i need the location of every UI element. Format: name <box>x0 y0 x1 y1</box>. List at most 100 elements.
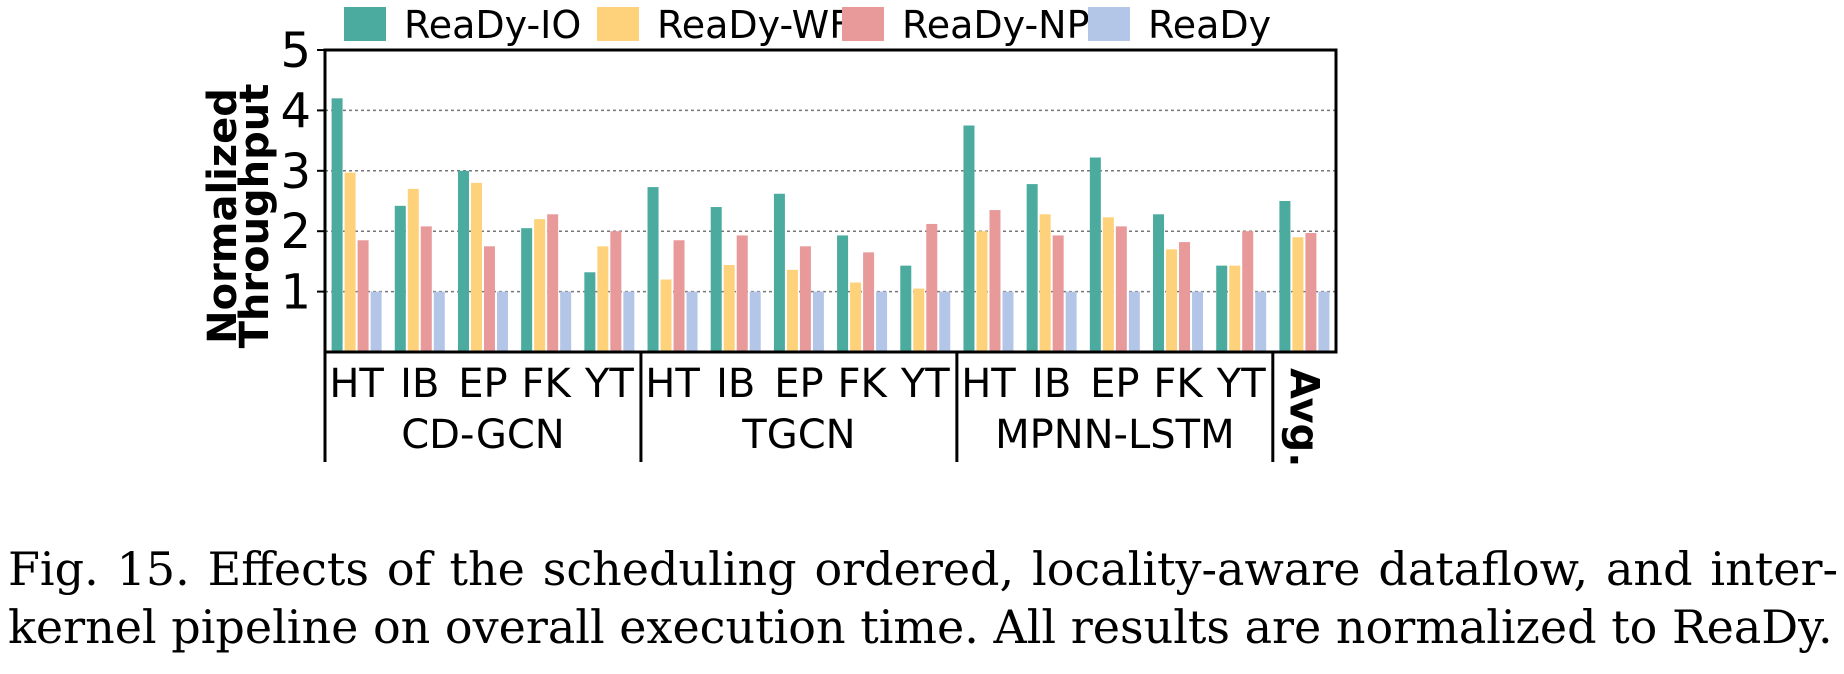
bar-ready-wf <box>723 265 735 352</box>
bar-ready-io <box>457 170 469 352</box>
bar-ready-io <box>331 98 343 352</box>
legend-swatch <box>842 7 884 41</box>
bar-ready <box>876 291 888 352</box>
bar-ready <box>1318 291 1330 352</box>
bar-ready-np <box>863 252 875 352</box>
legend-swatch <box>597 7 639 41</box>
bar-ready-io <box>1216 265 1228 352</box>
bar-ready-np <box>1179 242 1191 352</box>
group-label: TGCN <box>741 412 855 458</box>
bar-ready-io <box>394 205 406 352</box>
bar-ready <box>749 291 761 352</box>
y-tick-label: 5 <box>280 23 311 79</box>
bar-ready-wf <box>470 182 482 352</box>
bar-ready-io <box>647 187 659 352</box>
bar-ready-io <box>1279 201 1291 352</box>
bar-ready-io <box>710 207 722 352</box>
bar-ready <box>1192 291 1204 352</box>
bar-ready-wf <box>976 231 988 352</box>
legend-label: ReaDy-NP <box>902 3 1090 47</box>
bar-ready <box>560 291 572 352</box>
bar-ready-io <box>837 235 849 352</box>
x-tick-label: EP <box>458 361 507 407</box>
bars <box>331 98 1330 352</box>
bar-ready-np <box>1305 233 1317 352</box>
bar-ready-wf <box>850 282 862 352</box>
bar-ready-wf <box>344 172 356 352</box>
bar-ready-io <box>584 272 596 352</box>
x-tick-label: HT <box>645 361 700 407</box>
x-tick-label: FK <box>1153 361 1204 407</box>
bar-ready-wf <box>1166 249 1178 352</box>
bar-ready-wf <box>1039 214 1051 352</box>
x-tick-label: YT <box>584 361 634 407</box>
group-label: MPNN-LSTM <box>995 412 1235 458</box>
bar-ready-io <box>773 193 785 352</box>
bar-ready <box>939 291 951 352</box>
x-tick-label: FK <box>837 361 888 407</box>
y-axis-label-line1: Normalized <box>200 88 246 344</box>
x-tick-label: YT <box>1216 361 1266 407</box>
bar-ready-np <box>1115 226 1127 352</box>
legend: ReaDy-IO ReaDy-WF ReaDy-NP ReaDy <box>344 3 1271 47</box>
bar-ready-np <box>673 240 685 352</box>
x-tick-label: HT <box>329 361 384 407</box>
x-tick-label: HT <box>961 361 1016 407</box>
bar-ready-io <box>1089 157 1101 352</box>
bar-ready <box>433 291 445 352</box>
bar-ready-wf <box>407 188 419 352</box>
x-tick-label: EP <box>1090 361 1139 407</box>
x-tick-label: FK <box>522 361 573 407</box>
legend-swatch <box>344 7 386 41</box>
legend-label: ReaDy <box>1148 3 1271 47</box>
legend-swatch <box>1088 7 1130 41</box>
x-axis: HT IB EP FK YT HT IB EP FK YT HT IB EP FK YT Avg.CD-GCN… <box>323 352 1326 467</box>
bar-ready-wf <box>1102 217 1114 352</box>
x-tick-label: YT <box>900 361 950 407</box>
bar-ready-wf <box>534 219 546 352</box>
y-tick-label: 1 <box>280 265 311 321</box>
bar-ready-wf <box>660 279 672 352</box>
y-tick-label: 4 <box>280 83 311 139</box>
plot-frame <box>323 48 1338 354</box>
bar-ready-wf <box>597 246 609 352</box>
y-axis-label-line2: Throughput <box>232 84 278 349</box>
legend-label: ReaDy-IO <box>404 3 581 47</box>
bar-ready-io <box>963 125 975 352</box>
bar-ready-np <box>420 226 432 352</box>
bar-ready-np <box>989 210 1001 352</box>
y-tick-label: 3 <box>280 144 311 200</box>
bar-ready-wf <box>913 288 925 352</box>
bar-ready <box>496 291 508 352</box>
bar-ready <box>1065 291 1077 352</box>
x-tick-label: IB <box>716 361 755 407</box>
bar-ready <box>812 291 824 352</box>
bar-ready-np <box>799 246 811 352</box>
figure-caption: Fig. 15. Effects of the scheduling order… <box>8 542 1838 654</box>
bar-ready <box>1128 291 1140 352</box>
bar-ready-np <box>1242 231 1254 352</box>
bar-ready-wf <box>1292 237 1304 352</box>
bar-ready <box>686 291 698 352</box>
bar-ready-np <box>610 231 622 352</box>
x-tick-label: IB <box>1032 361 1071 407</box>
bar-ready-np <box>926 223 938 352</box>
bar-ready-io <box>900 265 912 352</box>
bar-ready-np <box>357 240 369 352</box>
bar-ready-wf <box>1229 265 1241 352</box>
bar-ready-np <box>547 214 559 352</box>
bar-ready-wf <box>786 269 798 352</box>
bar-ready-io <box>521 228 533 352</box>
x-tick-label-avg: Avg. <box>1280 368 1326 467</box>
bar-ready-io <box>1153 214 1165 352</box>
legend-label: ReaDy-WF <box>657 3 851 47</box>
group-label: CD-GCN <box>401 412 564 458</box>
bar-ready <box>1255 291 1267 352</box>
x-tick-label: IB <box>400 361 439 407</box>
bar-ready-np <box>736 235 748 352</box>
bar-ready <box>1002 291 1014 352</box>
bar-ready-io <box>1026 184 1038 352</box>
y-tick-label: 2 <box>280 204 311 260</box>
